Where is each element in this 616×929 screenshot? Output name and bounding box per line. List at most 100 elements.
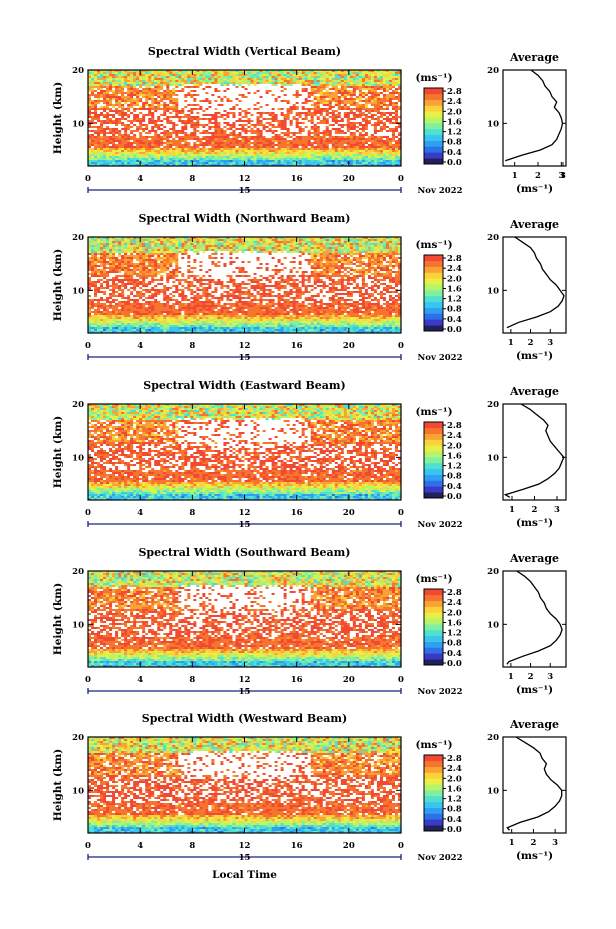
panel-title: Spectral Width (Westward Beam) bbox=[142, 712, 347, 725]
panel-title: Spectral Width (Northward Beam) bbox=[139, 212, 351, 225]
colorbar-tick-label: 1.6 bbox=[447, 784, 462, 794]
colorbar-tick-label: 2.4 bbox=[447, 764, 462, 774]
x-tick-label: 8 bbox=[189, 508, 195, 518]
panel-5: Spectral Width (Westward Beam)2010Height… bbox=[52, 712, 566, 863]
y-axis-label: Height (km) bbox=[52, 82, 64, 154]
colorbar-tick-label: 2.0 bbox=[447, 107, 462, 117]
colorbar-tick-label: 0.0 bbox=[447, 158, 462, 168]
colorbar-tick-label: 1.6 bbox=[447, 117, 462, 127]
colorbar-tick-label: 0.0 bbox=[447, 492, 462, 502]
colorbar-unit: (ms⁻¹) bbox=[415, 72, 452, 84]
colorbar: 0.00.40.81.21.62.02.42.8 bbox=[424, 754, 462, 835]
colorbar: 0.00.40.81.21.62.02.42.8 bbox=[424, 87, 462, 168]
date-label: Nov 2022 bbox=[418, 687, 463, 697]
colorbar-tick-label: 0.8 bbox=[447, 305, 462, 315]
colorbar-unit: (ms⁻¹) bbox=[415, 573, 452, 585]
colorbar-tick-label: 0.0 bbox=[447, 325, 462, 335]
y-axis-label: Height (km) bbox=[52, 416, 64, 488]
panel-1: Spectral Width (Vertical Beam)2010Height… bbox=[52, 45, 566, 196]
colorbar-unit: (ms⁻¹) bbox=[415, 739, 452, 751]
day-label: 15 bbox=[239, 687, 251, 697]
heatmap-cells bbox=[88, 571, 401, 667]
colorbar-tick-label: 0.0 bbox=[447, 659, 462, 669]
profile-line bbox=[505, 404, 564, 497]
profile-title: Average bbox=[509, 718, 559, 731]
y-tick-label: 10 bbox=[72, 119, 84, 129]
panel-3: Spectral Width (Eastward Beam)2010Height… bbox=[52, 379, 566, 530]
colorbar-tick-label: 1.6 bbox=[447, 618, 462, 628]
x-tick-label: 0 bbox=[398, 508, 404, 518]
y-tick-label: 10 bbox=[72, 453, 84, 463]
profile-x-label: (ms⁻¹) bbox=[516, 684, 553, 696]
x-tick-label: 4 bbox=[137, 174, 143, 184]
colorbar: 0.00.40.81.21.62.02.42.8 bbox=[424, 254, 462, 335]
profile-y-tick-label: 20 bbox=[487, 567, 499, 577]
x-tick-label: 0 bbox=[398, 174, 404, 184]
colorbar-tick-label: 2.4 bbox=[447, 97, 462, 107]
colorbar-tick-label: 0.8 bbox=[447, 805, 462, 815]
colorbar-tick-label: 2.4 bbox=[447, 264, 462, 274]
profile-x-tick-label: 3 bbox=[560, 171, 566, 181]
colorbar-tick-label: 2.4 bbox=[447, 431, 462, 441]
profile-y-tick-label: 20 bbox=[487, 733, 499, 743]
profile-x-tick-label: 1 bbox=[509, 505, 515, 515]
colorbar-tick-label: 0.4 bbox=[447, 315, 462, 325]
profile-line bbox=[507, 571, 562, 664]
x-tick-label: 8 bbox=[189, 174, 195, 184]
x-tick-label: 20 bbox=[343, 508, 355, 518]
colorbar-unit: (ms⁻¹) bbox=[415, 239, 452, 251]
average-profile: Average 20 10 1 2 3 (ms⁻¹) bbox=[487, 718, 566, 862]
colorbar-tick-label: 0.4 bbox=[447, 482, 462, 492]
profile-y-tick-label: 10 bbox=[487, 786, 499, 796]
x-tick-label: 0 bbox=[85, 675, 91, 685]
profile-x-tick-label: 1 bbox=[508, 672, 514, 682]
profile-title: Average bbox=[509, 552, 559, 565]
day-label: 15 bbox=[239, 353, 251, 363]
colorbar-tick-label: 1.6 bbox=[447, 284, 462, 294]
y-axis-label: Height (km) bbox=[52, 249, 64, 321]
profile-x-tick-label: 2 bbox=[530, 838, 536, 848]
colorbar-tick-label: 1.2 bbox=[447, 462, 462, 472]
profile-x-tick-label: 2 bbox=[528, 672, 534, 682]
colorbar-tick-label: 0.8 bbox=[447, 472, 462, 482]
x-tick-label: 0 bbox=[398, 841, 404, 851]
profile-x-tick-label: 1 bbox=[512, 171, 518, 181]
profile-x-tick-label: 1 bbox=[509, 838, 515, 848]
profile-x-tick-label: 2 bbox=[528, 338, 534, 348]
x-tick-label: 16 bbox=[291, 174, 303, 184]
colorbar-tick-label: 1.2 bbox=[447, 629, 462, 639]
x-tick-label: 0 bbox=[85, 341, 91, 351]
y-tick-label: 20 bbox=[72, 233, 84, 243]
profile-line bbox=[507, 737, 561, 830]
colorbar-tick-label: 1.2 bbox=[447, 128, 462, 138]
heatmap-cells bbox=[88, 404, 401, 500]
profile-x-label: (ms⁻¹) bbox=[516, 850, 553, 862]
x-tick-label: 4 bbox=[137, 508, 143, 518]
y-tick-label: 20 bbox=[72, 66, 84, 76]
profile-x-tick-label: 3 bbox=[547, 338, 553, 348]
y-tick-label: 10 bbox=[72, 286, 84, 296]
heatmap-cells bbox=[88, 70, 401, 166]
panel-2: Spectral Width (Northward Beam)2010Heigh… bbox=[52, 212, 566, 363]
profile-x-tick-label: 3 bbox=[552, 838, 558, 848]
colorbar: 0.00.40.81.21.62.02.42.8 bbox=[424, 421, 462, 502]
x-tick-label: 16 bbox=[291, 508, 303, 518]
date-label: Nov 2022 bbox=[418, 186, 463, 196]
y-tick-label: 10 bbox=[72, 786, 84, 796]
x-tick-label: 4 bbox=[137, 841, 143, 851]
heatmap-cells bbox=[88, 737, 401, 833]
x-axis-label: Local Time bbox=[212, 869, 277, 881]
x-tick-label: 16 bbox=[291, 841, 303, 851]
date-label: Nov 2022 bbox=[418, 353, 463, 363]
colorbar-tick-label: 0.4 bbox=[447, 148, 462, 158]
x-tick-label: 8 bbox=[189, 841, 195, 851]
date-label: Nov 2022 bbox=[418, 520, 463, 530]
x-tick-label: 12 bbox=[239, 174, 251, 184]
x-tick-label: 0 bbox=[398, 675, 404, 685]
x-tick-label: 12 bbox=[239, 841, 251, 851]
x-tick-label: 20 bbox=[343, 174, 355, 184]
